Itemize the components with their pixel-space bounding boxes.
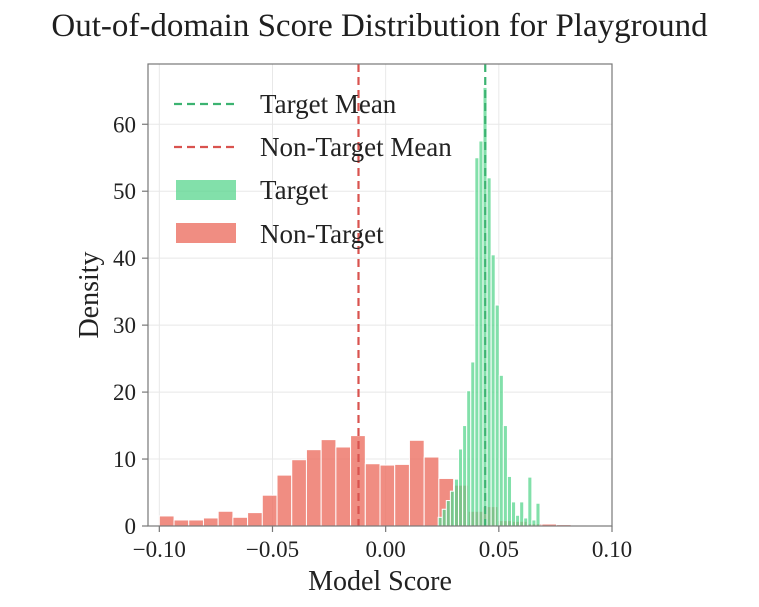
target-bar-8: [470, 361, 476, 527]
target-bar-23: [531, 519, 537, 527]
target-bar-2: [445, 500, 451, 527]
legend-swatch-target: [176, 180, 236, 200]
non-target-bar-14: [364, 463, 381, 527]
target-bar-16: [502, 425, 508, 527]
non-target-bar-8: [276, 474, 293, 527]
non-target-bar-12: [335, 446, 352, 527]
y-ticks: 0 10 20 30 40 50 60: [113, 112, 148, 539]
legend-swatch-non-target: [176, 223, 236, 243]
target-bar-0: [437, 516, 443, 527]
legend-item-non-target: Non-Target: [176, 219, 384, 249]
x-tick-label-0: −0.10: [133, 537, 186, 562]
y-tick-label-3: 30: [113, 313, 136, 338]
target-bar-3: [449, 490, 455, 527]
chart-title: Out-of-domain Score Distribution for Pla…: [51, 8, 708, 44]
target-bar-9: [474, 157, 480, 527]
non-target-bar-5: [232, 516, 249, 527]
non-target-bar-10: [305, 449, 322, 527]
target-bar-4: [453, 478, 460, 527]
target-bar-5: [458, 448, 464, 527]
y-axis-label: Density: [74, 251, 105, 338]
non-target-bar-15: [379, 464, 396, 527]
legend-item-target: Target: [176, 175, 329, 205]
y-tick-label-1: 10: [113, 447, 136, 472]
legend-item-target-mean: Target Mean: [174, 89, 397, 119]
y-tick-label-6: 60: [113, 112, 136, 137]
non-target-bar-11: [320, 439, 337, 527]
mean-lines: [357, 64, 487, 526]
target-bar-24: [535, 502, 541, 527]
target-bar-19: [515, 514, 521, 527]
target-bar-22: [527, 476, 533, 527]
target-bar-12: [486, 177, 492, 527]
x-ticks: −0.10 −0.05 0.00 0.05 0.10: [133, 526, 632, 562]
target-histogram: [437, 86, 541, 527]
non-target-bar-6: [247, 512, 263, 527]
target-bar-10: [478, 140, 484, 527]
non-target-bar-7: [261, 494, 278, 527]
target-bar-1: [441, 508, 447, 527]
y-tick-label-0: 0: [125, 514, 137, 539]
legend-label-target-mean: Target Mean: [260, 89, 397, 119]
non-target-bar-1: [173, 519, 190, 527]
target-bar-13: [490, 254, 496, 527]
y-tick-label-2: 20: [113, 380, 136, 405]
plot-frame: [147, 63, 613, 527]
x-tick-label-3: 0.05: [479, 537, 519, 562]
legend-label-non-target: Non-Target: [260, 219, 384, 249]
non-target-bar-18: [423, 456, 440, 527]
target-bar-21: [523, 517, 529, 527]
legend-label-target: Target: [260, 175, 329, 205]
target-bar-17: [506, 475, 513, 527]
x-axis-label: Model Score: [308, 566, 452, 597]
x-tick-label-2: 0.00: [366, 537, 406, 562]
y-tick-label-5: 50: [113, 179, 136, 204]
target-bar-6: [462, 425, 468, 527]
non-target-bar-0: [158, 515, 175, 527]
non-target-bar-9: [291, 459, 307, 527]
non-target-bar-4: [217, 510, 234, 527]
non-target-bar-17: [408, 439, 425, 527]
target-bar-20: [519, 501, 525, 527]
target-bar-18: [511, 501, 517, 527]
target-bar-15: [498, 374, 504, 527]
target-bar-14: [494, 304, 500, 527]
target-bar-7: [466, 390, 472, 527]
x-tick-label-1: −0.05: [246, 537, 299, 562]
legend-item-non-target-mean: Non-Target Mean: [174, 132, 452, 162]
x-tick-label-4: 0.10: [592, 537, 632, 562]
non-target-bar-2: [188, 519, 204, 527]
non-target-bar-3: [202, 517, 219, 527]
legend-label-non-target-mean: Non-Target Mean: [260, 132, 452, 162]
y-tick-label-4: 40: [113, 246, 136, 271]
legend: Target Mean Non-Target Mean Target Non-T…: [174, 89, 452, 249]
non-target-bar-16: [394, 463, 410, 527]
